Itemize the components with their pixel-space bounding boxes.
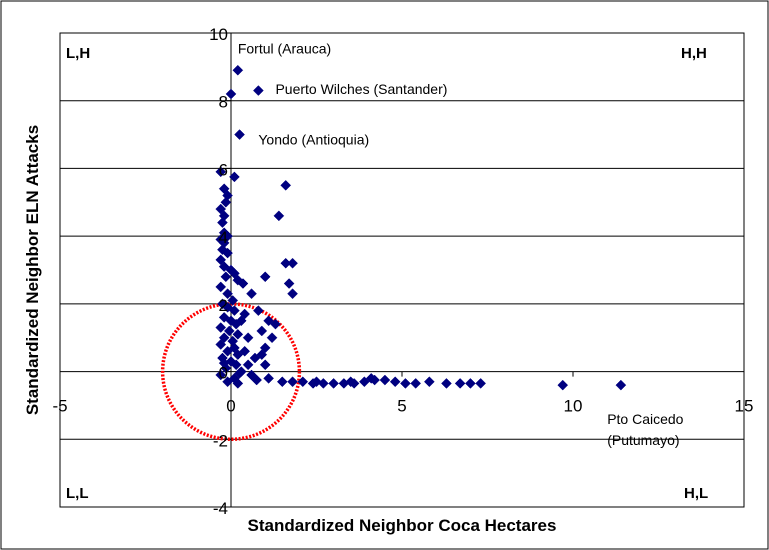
y-tick-label: 2 <box>219 296 228 315</box>
scatter-point <box>283 278 295 289</box>
plot-area-border <box>59 32 745 508</box>
scatter-point <box>379 374 391 386</box>
point-annotation: Fortul (Arauca) <box>238 40 331 56</box>
reference-circle-ring <box>160 302 302 442</box>
x-axis-label: Standardized Neighbor Coca Hectares <box>248 516 557 535</box>
point-annotation: Pto Caicedo (Putumayo) <box>607 411 683 448</box>
point-annotation-line: Pto Caicedo <box>607 411 683 427</box>
y-tick-label: 4 <box>219 228 228 247</box>
scatter-point <box>287 376 298 388</box>
scatter-point <box>234 367 245 379</box>
x-tick-label: 10 <box>564 397 583 416</box>
scatter-point <box>225 88 237 100</box>
scatter-point <box>253 305 264 316</box>
scatter-point <box>242 332 254 344</box>
x-tick-label: -5 <box>52 397 67 416</box>
quadrant-label-bottom-left: L,L <box>66 485 89 502</box>
y-tick-label: 10 <box>209 25 228 44</box>
scatter-point <box>557 379 569 391</box>
scatter-point <box>345 376 357 388</box>
x-tick-label: 0 <box>226 397 235 416</box>
scatter-point <box>266 332 278 344</box>
scatter-point <box>615 379 627 391</box>
scatter-point <box>246 288 257 300</box>
scatter-point <box>222 288 233 300</box>
scatter-point <box>287 288 298 300</box>
x-tick-label: 15 <box>735 397 754 416</box>
scatter-point <box>223 325 235 337</box>
scatter-point <box>365 372 377 384</box>
point-annotation: Puerto Wilches (Santander) <box>275 81 447 97</box>
scatter-point <box>259 271 271 283</box>
y-tick-label: 0 <box>219 364 228 383</box>
scatter-point <box>475 378 487 389</box>
scatter-point <box>222 345 233 357</box>
scatter-point <box>232 378 244 389</box>
scatter-point <box>454 378 466 389</box>
quadrant-label-top-left: L,H <box>66 45 90 62</box>
quadrant-label-top-right: H,H <box>681 45 707 62</box>
scatter-point <box>276 376 288 388</box>
scatter-point <box>239 345 251 357</box>
scatter-point <box>389 376 401 388</box>
y-tick-label: -2 <box>213 431 228 450</box>
scatter-point <box>237 278 249 289</box>
scatter-point <box>229 171 240 183</box>
y-tick-label: 6 <box>219 160 228 179</box>
data-points <box>215 64 627 391</box>
y-tick-label: 8 <box>219 93 228 112</box>
scatter-point <box>297 376 309 388</box>
scatter-point <box>220 196 232 208</box>
scatter-point <box>280 180 292 191</box>
scatter-point <box>220 271 232 283</box>
scatter-point <box>311 376 322 388</box>
scatter-point <box>270 318 281 330</box>
scatter-point <box>253 85 264 96</box>
scatter-point <box>251 374 263 386</box>
scatter-point <box>328 378 339 389</box>
scatter-point <box>400 378 411 389</box>
scatter-point <box>424 376 435 388</box>
y-tick-label: -4 <box>213 499 228 518</box>
scatter-point <box>232 328 244 340</box>
scatter-point <box>256 349 268 360</box>
scatter-point <box>215 281 227 293</box>
scatter-point <box>465 378 476 389</box>
scatter-point <box>242 359 254 371</box>
scatter-point <box>256 325 268 337</box>
scatter-point <box>215 166 227 178</box>
scatter-point <box>410 378 422 389</box>
y-axis-label: Standardized Neighbor ELN Attacks <box>23 125 42 415</box>
scatter-point <box>217 217 228 228</box>
scatter-point <box>287 257 298 269</box>
scatter-point <box>229 305 240 316</box>
scatter-point <box>234 129 245 140</box>
scatter-point <box>218 357 230 369</box>
x-tick-label: 5 <box>397 397 406 416</box>
scatter-point <box>263 372 274 384</box>
scatter-point <box>222 376 233 388</box>
scatter-point <box>215 322 227 333</box>
quadrant-label-bottom-right: H,L <box>684 485 708 502</box>
scatter-point <box>273 210 285 222</box>
reference-circle <box>160 302 302 442</box>
annotations: Fortul (Arauca) Puerto Wilches (Santander… <box>238 40 684 448</box>
scatter-point <box>259 359 271 371</box>
scatter-point <box>230 359 242 371</box>
scatter-point <box>215 339 227 350</box>
scatter-point <box>441 378 452 389</box>
point-annotation: Yondo (Antioquia) <box>258 132 369 148</box>
scatter-point <box>215 369 227 381</box>
gridlines <box>60 100 744 440</box>
scatter-point <box>235 315 247 327</box>
point-annotation-line: (Putumayo) <box>607 432 679 448</box>
scatter-point <box>232 64 244 76</box>
tick-labels: -5 0 5 10 15 -4 -2 0 2 4 6 8 10 <box>52 25 753 518</box>
scatter-point <box>227 295 239 306</box>
scatter-point <box>222 247 233 259</box>
